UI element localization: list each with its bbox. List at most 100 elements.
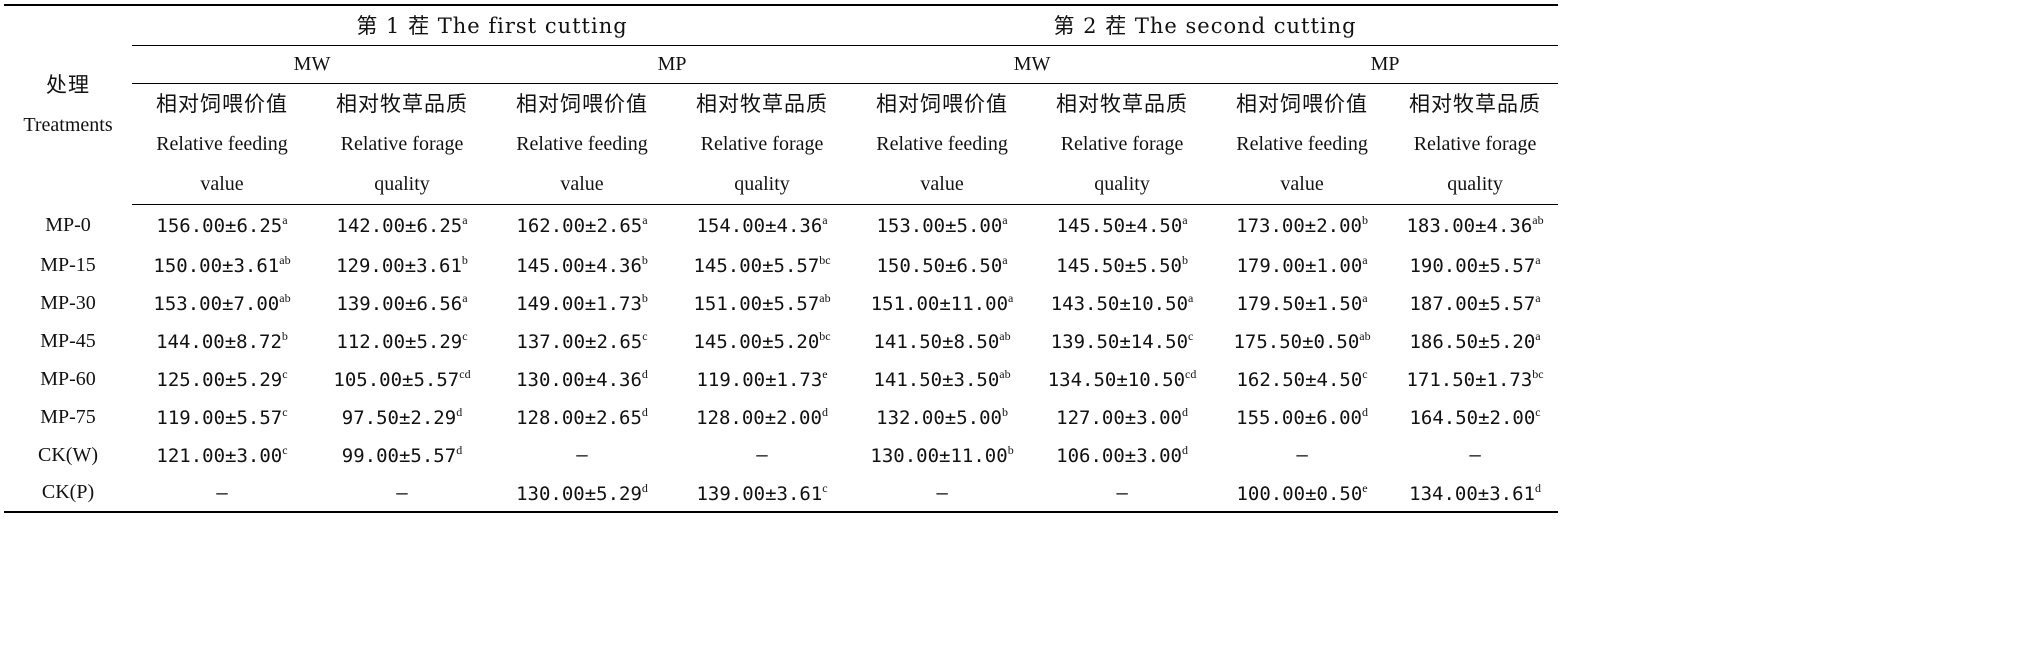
significance-letter: a bbox=[1002, 213, 1008, 228]
table-cell: — bbox=[672, 436, 852, 474]
cell-value: 156.00±6.25 bbox=[156, 215, 283, 238]
cell-value: 162.50±4.50 bbox=[1236, 369, 1363, 391]
cell-value: 141.50±8.50 bbox=[873, 331, 1000, 353]
table-cell: 128.00±2.00d bbox=[672, 398, 852, 436]
table-cell: — bbox=[1032, 474, 1213, 513]
table-cell: 125.00±5.29c bbox=[132, 360, 312, 398]
col-header-zh: 相对饲喂价值 bbox=[516, 91, 648, 116]
group-mw-second: MW bbox=[852, 45, 1213, 84]
table-cell: 162.50±4.50c bbox=[1212, 360, 1392, 398]
cell-value: 119.00±1.73 bbox=[696, 369, 823, 391]
col-header-relative-forage-quality: 相对牧草品质 Relative forage quality bbox=[312, 83, 492, 205]
significance-letter: e bbox=[1362, 480, 1368, 495]
cell-value: 145.50±4.50 bbox=[1056, 215, 1183, 238]
table-cell: 121.00±3.00c bbox=[132, 436, 312, 474]
row-label: MP-75 bbox=[40, 405, 96, 428]
row-label: MP-60 bbox=[40, 367, 96, 390]
significance-letter: c bbox=[1188, 329, 1194, 343]
cell-value: 150.00±3.61 bbox=[153, 255, 280, 277]
table-cell: 139.00±3.61c bbox=[672, 474, 853, 513]
col-header-relative-feeding-value: 相对饲喂价值 Relative feeding value bbox=[1212, 83, 1393, 205]
row-label: MP-45 bbox=[40, 329, 96, 352]
significance-letter: c bbox=[822, 480, 828, 495]
table-cell: 145.50±4.50a bbox=[1032, 204, 1212, 246]
table-cell: 154.00±4.36a bbox=[672, 204, 852, 246]
cell-value: 186.50±5.20 bbox=[1409, 331, 1536, 353]
table-cell: 100.00±0.50e bbox=[1212, 474, 1393, 513]
col-header-zh: 相对饲喂价值 bbox=[156, 91, 288, 116]
table-cell: 151.00±5.57ab bbox=[672, 284, 852, 322]
table-cell: 145.00±5.20bc bbox=[672, 322, 852, 360]
table-cell: 150.00±3.61ab bbox=[132, 246, 312, 284]
table-cell: 137.00±2.65c bbox=[492, 322, 672, 360]
table-cell: 151.00±11.00a bbox=[852, 284, 1032, 322]
col-header-relative-feeding-value: 相对饲喂价值 Relative feeding value bbox=[132, 83, 312, 205]
col-header-en-line2: value bbox=[560, 172, 604, 195]
group-mp-first: MP bbox=[492, 45, 853, 84]
cell-value: 100.00±0.50 bbox=[1236, 482, 1363, 505]
cell-value: — bbox=[1469, 444, 1481, 466]
col-header-en-line1: Relative feeding bbox=[156, 132, 288, 155]
significance-letter: ab bbox=[819, 291, 831, 305]
significance-letter: c bbox=[1535, 405, 1541, 419]
col-header-zh: 相对牧草品质 bbox=[336, 91, 468, 116]
table-cell: 155.00±6.00d bbox=[1212, 398, 1392, 436]
cell-value: 134.00±3.61 bbox=[1409, 482, 1535, 505]
cell-value: 130.00±4.36 bbox=[516, 369, 642, 391]
cell-value: 149.00±1.73 bbox=[516, 293, 642, 315]
cell-value: 105.00±5.57 bbox=[333, 369, 460, 391]
cell-value: 128.00±2.00 bbox=[696, 407, 822, 429]
cell-value: 151.00±11.00 bbox=[870, 293, 1009, 315]
significance-letter: a bbox=[822, 213, 828, 228]
col-header-en-line2: quality bbox=[1447, 172, 1503, 195]
row-label: CK(W) bbox=[38, 443, 98, 466]
cell-value: 130.00±5.29 bbox=[516, 482, 642, 505]
significance-letter: ab bbox=[279, 253, 291, 267]
cell-value: — bbox=[1296, 444, 1308, 466]
significance-letter: b bbox=[1361, 213, 1368, 228]
table-cell: 145.00±4.36b bbox=[492, 246, 672, 284]
cell-value: — bbox=[936, 481, 948, 504]
table-cell: 139.00±6.56a bbox=[312, 284, 492, 322]
cell-value: 106.00±3.00 bbox=[1056, 445, 1182, 467]
significance-letter: a bbox=[282, 213, 288, 228]
table-cell: 134.50±10.50cd bbox=[1032, 360, 1212, 398]
group-mp-second: MP bbox=[1212, 45, 1559, 84]
table-cell: 164.50±2.00c bbox=[1392, 398, 1558, 436]
cell-value: 155.00±6.00 bbox=[1236, 407, 1362, 429]
cell-value: 129.00±3.61 bbox=[336, 255, 462, 277]
forage-quality-table: 处理 Treatments 第 1 茬 The first cutting 第 … bbox=[4, 4, 1559, 513]
col-header-en-line2: value bbox=[1280, 172, 1324, 195]
significance-letter: bc bbox=[819, 253, 831, 267]
table-cell: 153.00±5.00a bbox=[852, 204, 1032, 246]
col-header-relative-feeding-value: 相对饲喂价值 Relative feeding value bbox=[492, 83, 672, 205]
table-cell: 97.50±2.29d bbox=[312, 398, 492, 436]
cell-value: 145.50±5.50 bbox=[1056, 255, 1182, 277]
table-cell: 99.00±5.57d bbox=[312, 436, 492, 474]
significance-letter: d bbox=[456, 443, 463, 457]
col-header-en-line1: Relative forage bbox=[340, 132, 464, 155]
cell-value: 173.00±2.00 bbox=[1236, 215, 1362, 238]
table-row: MP-60 125.00±5.29c 105.00±5.57cd 130.00±4.3… bbox=[4, 360, 1558, 398]
table-cell: 106.00±3.00d bbox=[1032, 436, 1212, 474]
table-cell: — bbox=[492, 436, 672, 474]
table-cell: 153.00±7.00ab bbox=[132, 284, 312, 322]
significance-letter: d bbox=[641, 480, 648, 495]
significance-letter: a bbox=[462, 213, 468, 228]
significance-letter: e bbox=[822, 367, 828, 381]
significance-letter: cd bbox=[459, 367, 471, 381]
significance-letter: ab bbox=[999, 329, 1011, 343]
row-label: CK(P) bbox=[4, 474, 132, 513]
cell-value: 141.50±3.50 bbox=[873, 369, 1000, 391]
significance-letter: c bbox=[282, 443, 288, 457]
significance-letter: c bbox=[282, 405, 288, 419]
table-cell: 156.00±6.25a bbox=[132, 204, 312, 246]
significance-letter: b bbox=[1001, 405, 1008, 419]
cell-value: — bbox=[216, 481, 228, 504]
significance-letter: c bbox=[462, 329, 468, 343]
col-header-en-line2: quality bbox=[1094, 172, 1150, 195]
table-cell: 145.50±5.50b bbox=[1032, 246, 1212, 284]
first-cutting-header: 第 1 茬 The first cutting bbox=[132, 4, 853, 46]
treatment-header: 处理 Treatments bbox=[4, 4, 132, 204]
cell-value: 134.50±10.50 bbox=[1047, 369, 1186, 391]
